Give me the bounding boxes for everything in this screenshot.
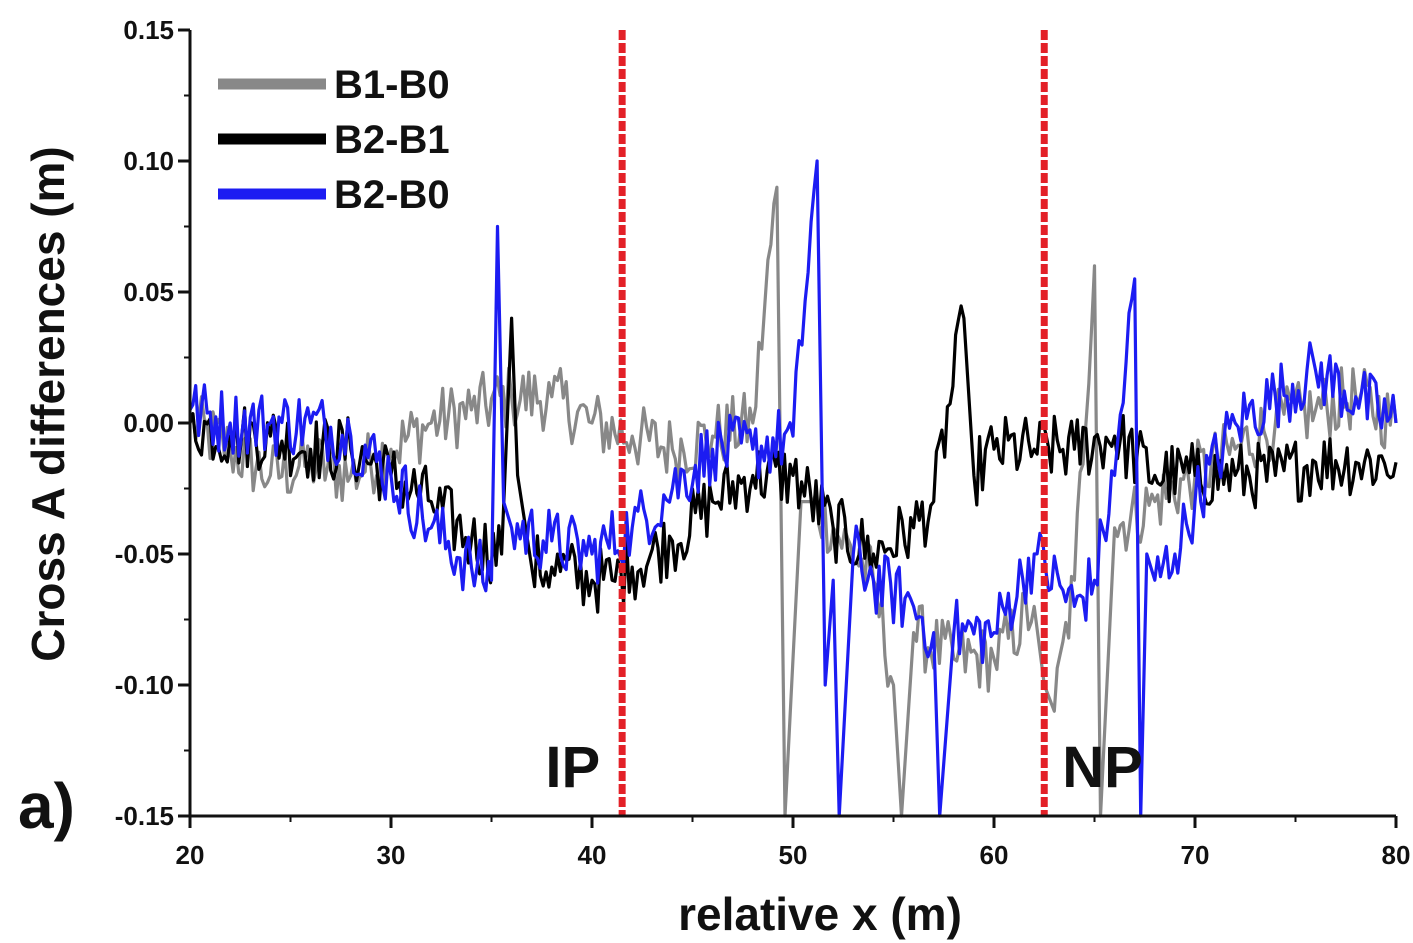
legend-label-b1-b0: B1-B0 (334, 63, 450, 107)
axes-layer: -0.15 -0.10 -0.05 0.00 0.05 0.10 0.15 20 30 40 50 6… (115, 15, 1411, 870)
marker-label-np: NP (1062, 735, 1143, 800)
x-tick-label: 40 (578, 840, 607, 870)
series-line-b1-b0 (188, 185, 1398, 818)
y-tick-label: 0.00 (123, 408, 174, 438)
y-tick-label: -0.10 (115, 670, 174, 700)
x-tick-label: 20 (176, 840, 205, 870)
x-tick-label: 80 (1382, 840, 1411, 870)
legend-label-b2-b0: B2-B0 (334, 173, 450, 217)
x-tick-label: 60 (980, 840, 1009, 870)
series-line-b2-b1 (188, 304, 1398, 614)
y-axis-title: Cross A differences (m) (22, 146, 74, 662)
x-tick-label: 70 (1181, 840, 1210, 870)
panel-label: a) (18, 770, 75, 842)
y-tick-label: -0.05 (115, 539, 174, 569)
legend-label-b2-b1: B2-B1 (334, 118, 450, 162)
x-tick-label: 30 (377, 840, 406, 870)
y-tick-label: 0.05 (123, 277, 174, 307)
y-tick-label: 0.10 (123, 146, 174, 176)
x-axis-title: relative x (m) (678, 888, 962, 940)
marker-label-ip: IP (545, 735, 600, 800)
legend: B1-B0 B2-B1 B2-B0 (218, 63, 450, 217)
y-tick-label: -0.15 (115, 801, 174, 831)
y-tick-label: 0.15 (123, 15, 174, 45)
series-layer (188, 159, 1398, 818)
series-line-b2-b0 (188, 159, 1398, 818)
marker-layer: IP NP (545, 30, 1143, 816)
x-tick-label: 50 (779, 840, 808, 870)
